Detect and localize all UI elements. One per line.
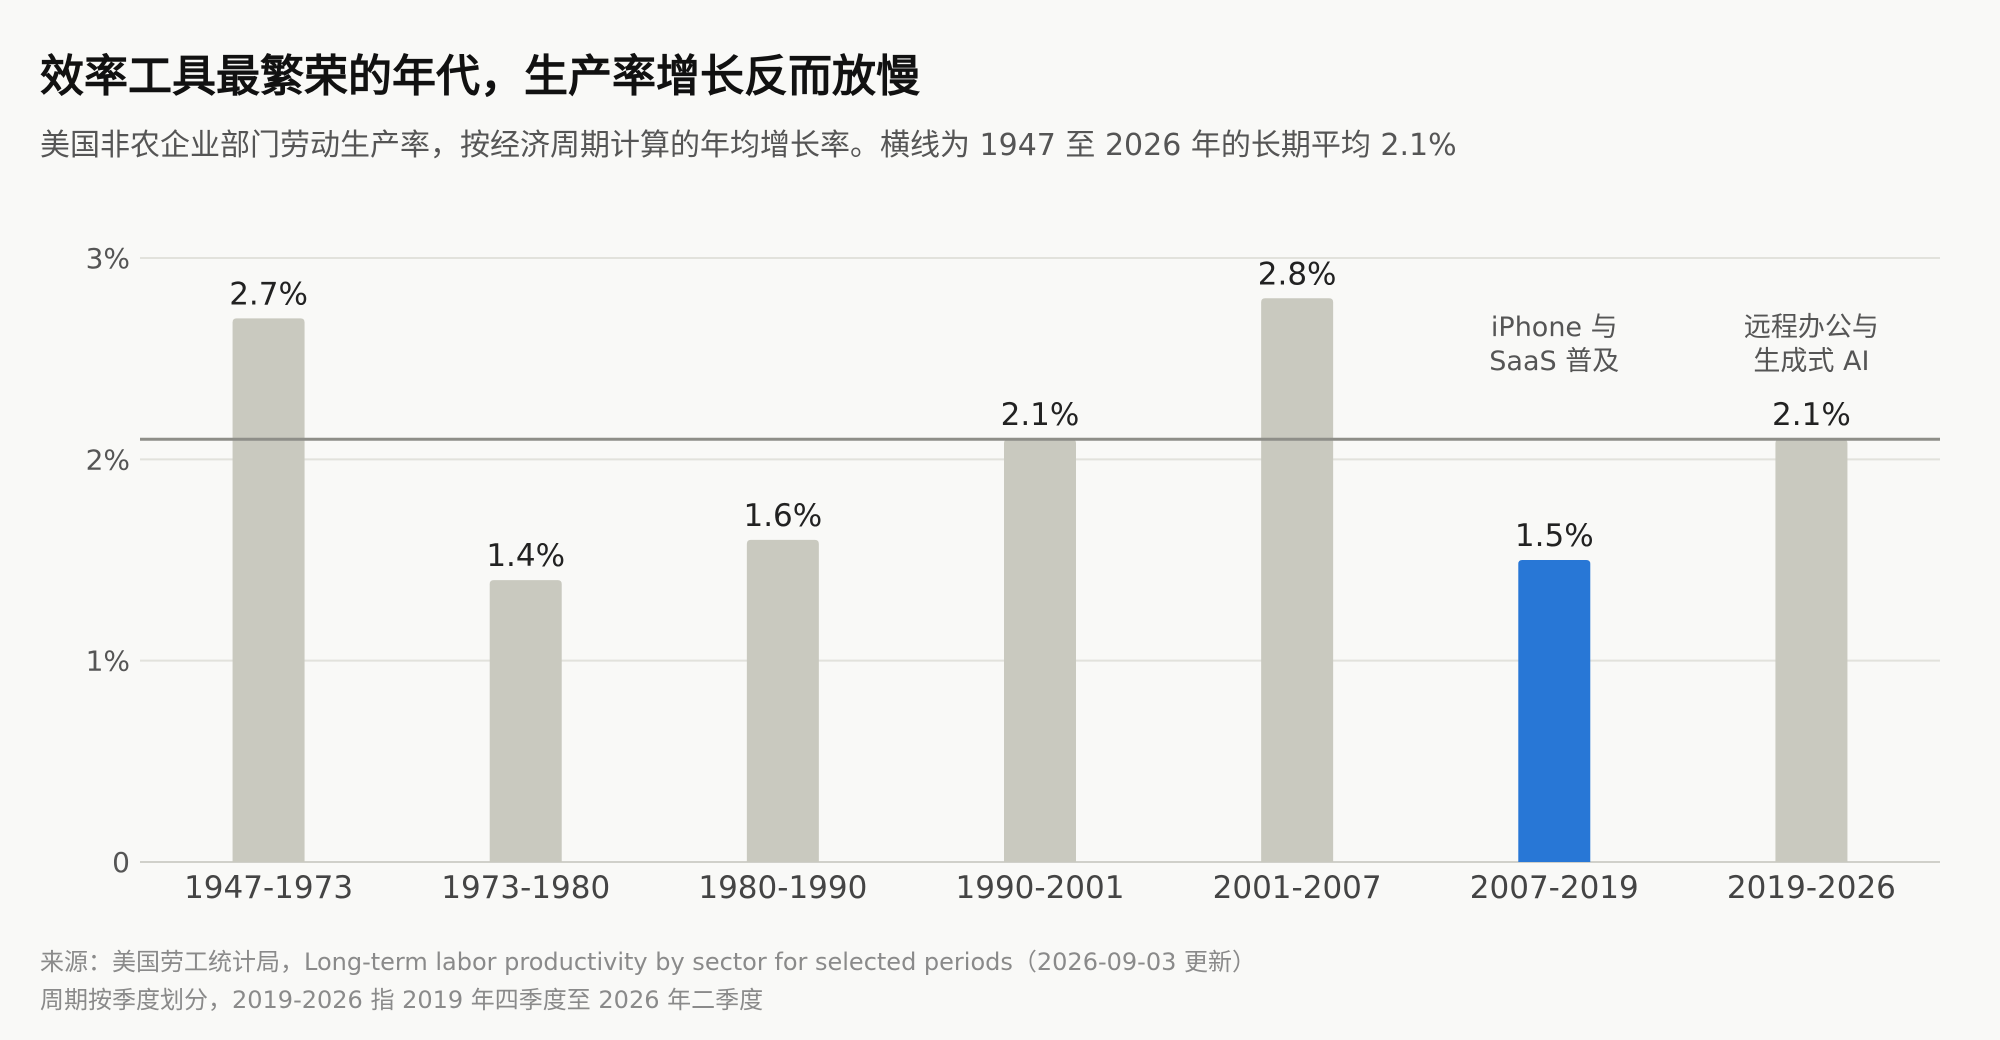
annotation-label: 远程办公与 [1744,312,1879,343]
source-note: 来源：美国劳工统计局，Long-term labor productivity … [40,948,1256,976]
y-tick-label: 3% [86,242,130,275]
annotation-label: SaaS 普及 [1489,346,1619,377]
y-tick-label: 1% [86,645,130,678]
x-tick-label: 1990-2001 [956,870,1125,906]
bar-value-label: 2.8% [1258,256,1337,292]
bar-chart: 0 1% 2% 3% 2.7% 1947-1973 1.4% 1973-1980 1.6% 198… [86,242,1940,906]
annotation-label: 生成式 AI [1753,346,1869,377]
period-note: 周期按季度划分，2019-2026 指 2019 年四季度至 2026 年二季度 [40,986,764,1014]
x-tick-label: 2001-2007 [1213,870,1382,906]
bar-value-label: 1.4% [486,538,565,574]
bar [1518,560,1591,862]
x-tick-label: 2007-2019 [1470,870,1639,906]
bar-value-label: 1.6% [743,498,822,534]
bar [1775,439,1848,862]
bar [232,318,305,862]
bar [1261,298,1334,862]
y-tick-label: 2% [86,443,130,476]
bar-value-label: 2.7% [229,276,308,312]
bar-value-label: 2.1% [1001,397,1080,433]
bar [1004,439,1076,862]
x-tick-label: 2019-2026 [1727,870,1896,906]
y-tick-label: 0 [112,846,130,879]
chart-title: 效率工具最繁荣的年代，生产率增长反而放慢 [40,51,920,102]
bar-value-label: 2.1% [1772,397,1851,433]
x-tick-label: 1980-1990 [698,870,867,906]
x-tick-label: 1947-1973 [184,870,353,906]
bar-value-label: 1.5% [1515,518,1594,554]
annotation-label: iPhone 与 [1491,312,1618,343]
bar [746,539,819,862]
bar [489,580,562,862]
chart-subtitle: 美国非农企业部门劳动生产率，按经济周期计算的年均增长率。横线为 1947 至 2… [40,128,1457,163]
x-tick-label: 1973-1980 [441,870,610,906]
